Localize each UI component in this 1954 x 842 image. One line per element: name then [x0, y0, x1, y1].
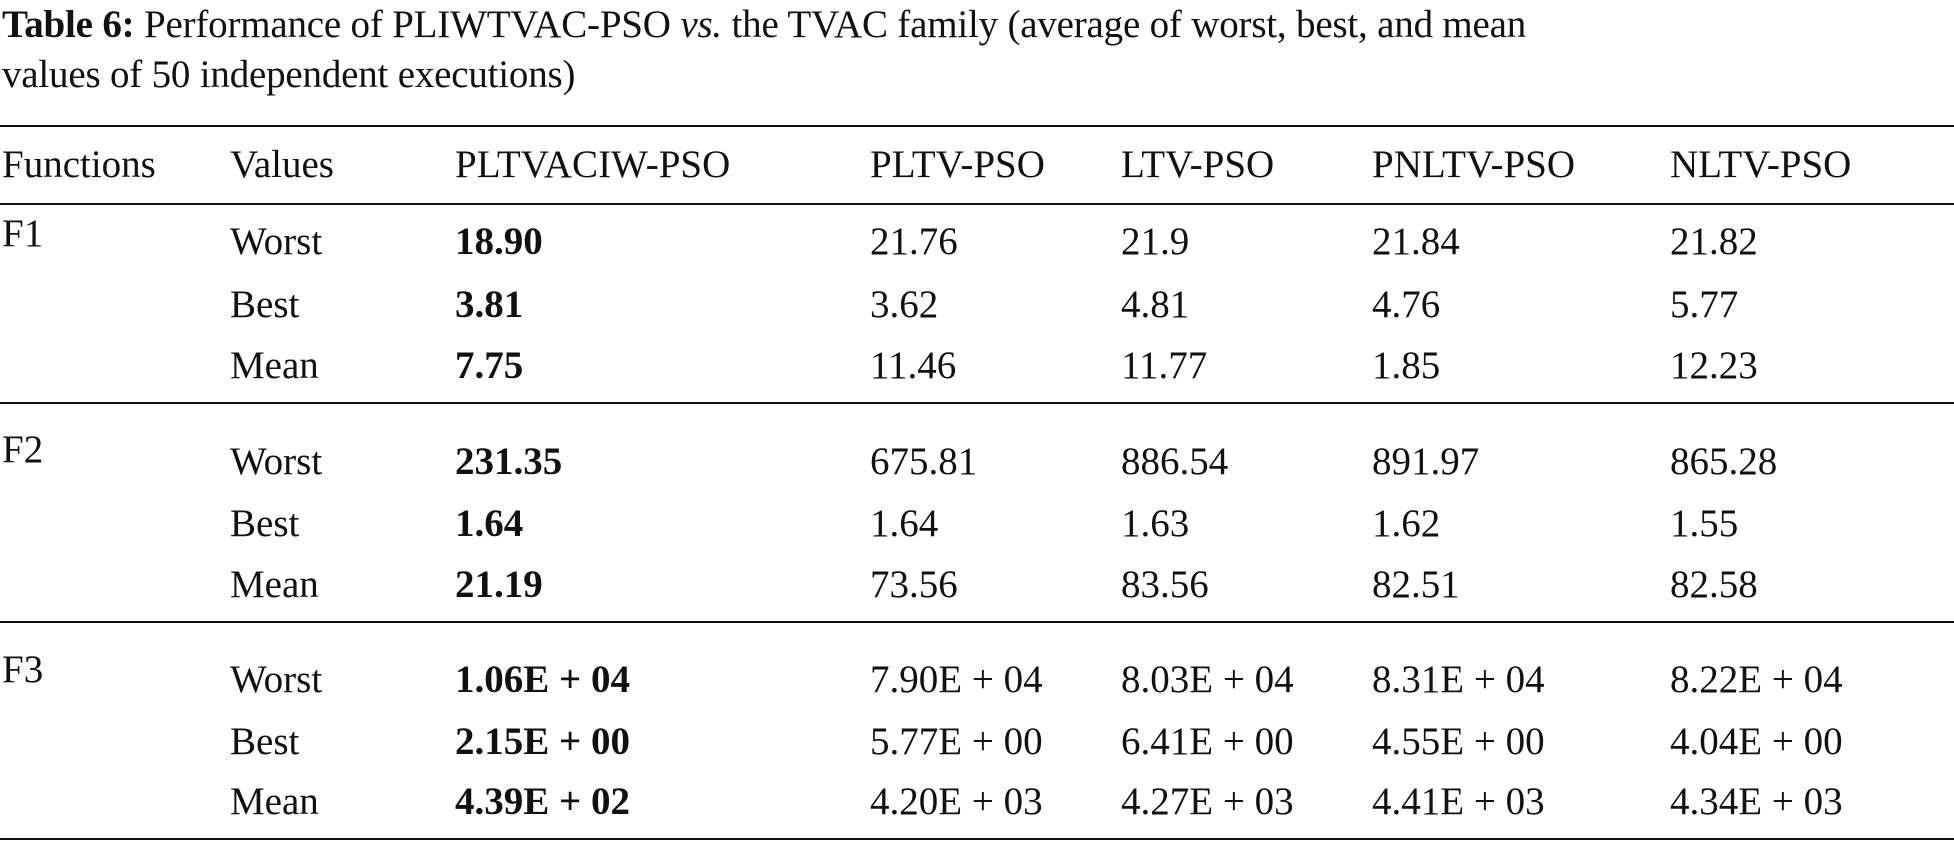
cell-pltvaciw-pso: 18.90 — [455, 220, 543, 263]
cell-pltv-pso: 21.76 — [870, 220, 958, 263]
group-divider-f1 — [0, 402, 1954, 404]
cell-pnltv-pso: 82.51 — [1372, 563, 1460, 606]
cell-ltv-pso: 4.27E + 03 — [1121, 780, 1294, 823]
cell-pltvaciw-pso: 4.39E + 02 — [455, 780, 630, 823]
cell-pltv-pso: 7.90E + 04 — [870, 658, 1043, 701]
cell-pnltv-pso: 4.76 — [1372, 283, 1441, 326]
header-pnltv-pso: PNLTV-PSO — [1372, 143, 1576, 186]
cell-pltvaciw-pso: 7.75 — [455, 344, 524, 387]
cell-pltv-pso: 4.20E + 03 — [870, 780, 1043, 823]
header-pltv-pso: PLTV-PSO — [870, 143, 1045, 186]
cell-pnltv-pso: 1.62 — [1372, 502, 1441, 545]
header-functions: Functions — [2, 143, 156, 186]
cell-pltvaciw-pso: 1.64 — [455, 502, 524, 545]
cell-pltvaciw-pso: 3.81 — [455, 283, 524, 326]
header-pltvaciw-pso: PLTVACIW-PSO — [455, 143, 731, 186]
cell-pltv-pso: 675.81 — [870, 440, 978, 483]
cell-nltv-pso: 1.55 — [1670, 502, 1739, 545]
row-value-label: Best — [230, 502, 300, 545]
function-label: F3 — [2, 648, 44, 691]
cell-ltv-pso: 8.03E + 04 — [1121, 658, 1294, 701]
cell-pnltv-pso: 8.31E + 04 — [1372, 658, 1545, 701]
cell-ltv-pso: 886.54 — [1121, 440, 1229, 483]
cell-pnltv-pso: 1.85 — [1372, 344, 1441, 387]
cell-nltv-pso: 82.58 — [1670, 563, 1758, 606]
cell-pltv-pso: 73.56 — [870, 563, 958, 606]
cell-pnltv-pso: 891.97 — [1372, 440, 1480, 483]
cell-pltv-pso: 1.64 — [870, 502, 939, 545]
cell-pnltv-pso: 21.84 — [1372, 220, 1460, 263]
cell-pltv-pso: 5.77E + 00 — [870, 720, 1043, 763]
cell-nltv-pso: 5.77 — [1670, 283, 1739, 326]
cell-ltv-pso: 83.56 — [1121, 563, 1209, 606]
header-ltv-pso: LTV-PSO — [1121, 143, 1275, 186]
cell-pnltv-pso: 4.41E + 03 — [1372, 780, 1545, 823]
cell-pltv-pso: 11.46 — [870, 344, 957, 387]
cell-pltvaciw-pso: 231.35 — [455, 440, 563, 483]
cell-nltv-pso: 865.28 — [1670, 440, 1778, 483]
caption-text-before: Performance of PLIWTVAC-PSO — [143, 3, 671, 46]
caption-line-1: Table 6: Performance of PLIWTVAC-PSO vs.… — [2, 0, 1952, 50]
row-value-label: Worst — [230, 220, 323, 263]
cell-nltv-pso: 4.04E + 00 — [1670, 720, 1843, 763]
cell-nltv-pso: 21.82 — [1670, 220, 1758, 263]
group-divider-f2 — [0, 621, 1954, 623]
cell-ltv-pso: 11.77 — [1121, 344, 1208, 387]
header-values: Values — [230, 143, 334, 186]
table-top-rule — [0, 125, 1954, 127]
row-value-label: Worst — [230, 440, 323, 483]
cell-nltv-pso: 12.23 — [1670, 344, 1758, 387]
table-caption: Table 6: Performance of PLIWTVAC-PSO vs.… — [2, 0, 1952, 100]
cell-pnltv-pso: 4.55E + 00 — [1372, 720, 1545, 763]
caption-vs: vs. — [680, 3, 722, 46]
cell-ltv-pso: 21.9 — [1121, 220, 1190, 263]
cell-ltv-pso: 4.81 — [1121, 283, 1190, 326]
caption-line-2: values of 50 independent executions) — [2, 53, 576, 96]
cell-pltvaciw-pso: 21.19 — [455, 563, 543, 606]
function-label: F2 — [2, 428, 44, 471]
row-value-label: Mean — [230, 563, 319, 606]
caption-label: Table 6: — [2, 3, 135, 46]
row-value-label: Mean — [230, 344, 319, 387]
cell-pltvaciw-pso: 2.15E + 00 — [455, 720, 630, 763]
header-nltv-pso: NLTV-PSO — [1670, 143, 1852, 186]
function-label: F1 — [2, 212, 44, 255]
table-bottom-rule — [0, 838, 1954, 840]
cell-ltv-pso: 1.63 — [1121, 502, 1190, 545]
row-value-label: Worst — [230, 658, 323, 701]
cell-nltv-pso: 8.22E + 04 — [1670, 658, 1843, 701]
row-value-label: Best — [230, 720, 300, 763]
cell-pltv-pso: 3.62 — [870, 283, 939, 326]
cell-pltvaciw-pso: 1.06E + 04 — [455, 658, 630, 701]
cell-ltv-pso: 6.41E + 00 — [1121, 720, 1294, 763]
row-value-label: Mean — [230, 780, 319, 823]
cell-nltv-pso: 4.34E + 03 — [1670, 780, 1843, 823]
row-value-label: Best — [230, 283, 300, 326]
header-rule — [0, 203, 1954, 205]
caption-text-after: the TVAC family (average of worst, best,… — [731, 3, 1527, 46]
